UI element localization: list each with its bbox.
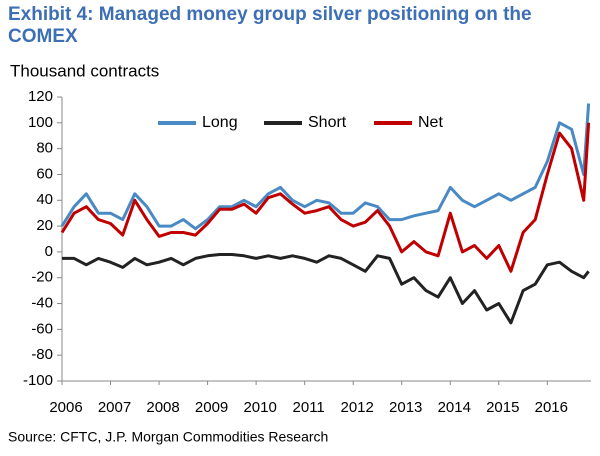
x-tick-label: 2010 <box>243 399 276 416</box>
x-tick-label: 2006 <box>49 399 82 416</box>
y-axis-label: Thousand contracts <box>10 61 159 80</box>
x-tick-label: 2015 <box>486 399 519 416</box>
legend-label: Net <box>418 114 443 131</box>
x-tick-label: 2008 <box>146 399 179 416</box>
x-tick-label: 2011 <box>293 399 325 416</box>
y-tick-label: -100 <box>23 372 53 389</box>
series-line <box>62 253 590 325</box>
y-tick-label: -40 <box>31 295 53 312</box>
x-tick-label: 2009 <box>195 399 228 416</box>
source-note: Source: CFTC, J.P. Morgan Commodities Re… <box>8 429 328 445</box>
y-tick-label: 120 <box>28 88 53 105</box>
series-line <box>60 122 591 273</box>
y-tick-label: 20 <box>36 217 53 234</box>
legend-label: Short <box>308 114 347 131</box>
y-tick-label: -20 <box>31 269 53 286</box>
y-tick-label: 0 <box>45 243 53 260</box>
y-tick-label: -80 <box>31 346 53 363</box>
x-tick-label: 2016 <box>535 399 568 416</box>
y-tick-label: 40 <box>36 191 53 208</box>
legend-label: Long <box>202 114 238 131</box>
series-line <box>60 103 591 231</box>
y-tick-label: 60 <box>36 165 53 182</box>
y-tick-label: 80 <box>36 140 53 157</box>
x-tick-label: 2012 <box>341 399 374 416</box>
x-tick-label: 2014 <box>438 399 471 416</box>
x-tick-label: 2013 <box>389 399 422 416</box>
x-tick-label: 2007 <box>98 399 131 416</box>
y-tick-label: -60 <box>31 320 53 337</box>
y-tick-label: 100 <box>28 114 53 131</box>
chart-title: Exhibit 4: Managed money group silver po… <box>8 4 532 47</box>
